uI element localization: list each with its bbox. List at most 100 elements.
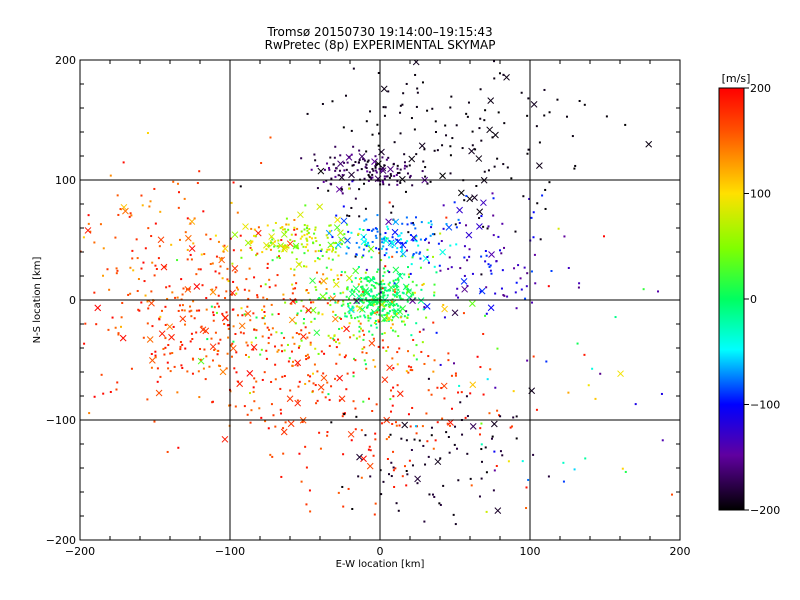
data-point bbox=[255, 316, 258, 319]
data-point bbox=[219, 365, 222, 368]
data-point bbox=[370, 290, 373, 293]
data-point-x bbox=[409, 297, 416, 305]
data-point bbox=[367, 316, 370, 319]
data-point bbox=[389, 433, 392, 436]
data-point bbox=[272, 414, 275, 417]
data-point bbox=[439, 232, 442, 235]
data-point bbox=[483, 119, 486, 122]
data-point bbox=[392, 205, 395, 208]
data-point bbox=[314, 286, 317, 289]
data-point bbox=[502, 163, 505, 166]
data-point bbox=[386, 269, 389, 272]
data-point bbox=[369, 279, 372, 282]
data-point bbox=[416, 425, 419, 428]
data-point bbox=[339, 292, 342, 295]
data-point-x bbox=[469, 423, 477, 430]
data-point bbox=[293, 240, 296, 243]
data-point bbox=[219, 265, 222, 268]
data-point bbox=[304, 326, 307, 329]
data-point bbox=[450, 374, 453, 377]
data-point bbox=[309, 375, 312, 378]
data-point bbox=[442, 227, 445, 230]
data-point bbox=[371, 409, 374, 412]
data-point bbox=[398, 234, 401, 237]
data-point bbox=[365, 166, 368, 169]
data-point-x bbox=[396, 390, 404, 398]
data-point bbox=[373, 303, 376, 306]
data-point bbox=[382, 480, 385, 483]
data-point bbox=[525, 486, 528, 489]
data-point bbox=[576, 342, 579, 345]
data-point bbox=[166, 297, 169, 300]
data-point bbox=[405, 439, 408, 442]
data-point bbox=[465, 194, 468, 197]
data-point bbox=[342, 205, 345, 208]
data-point-x bbox=[229, 344, 237, 352]
data-point bbox=[365, 218, 368, 221]
data-point-x bbox=[294, 359, 302, 367]
data-point bbox=[372, 337, 375, 340]
data-point bbox=[343, 413, 346, 416]
data-point bbox=[217, 364, 220, 367]
data-point bbox=[179, 348, 182, 351]
data-point bbox=[287, 228, 290, 231]
data-point bbox=[406, 285, 409, 288]
data-point bbox=[463, 256, 466, 259]
data-point bbox=[352, 371, 355, 374]
data-point-x bbox=[246, 370, 254, 377]
data-point bbox=[154, 222, 157, 225]
data-point bbox=[68, 243, 70, 245]
data-point bbox=[362, 248, 365, 251]
data-point bbox=[375, 403, 378, 406]
data-point bbox=[436, 421, 439, 424]
data-point bbox=[326, 162, 329, 165]
data-point bbox=[371, 133, 374, 136]
data-point bbox=[433, 294, 436, 297]
data-point bbox=[212, 314, 215, 317]
data-point bbox=[367, 314, 370, 317]
data-point bbox=[367, 179, 370, 182]
data-point bbox=[140, 194, 143, 197]
data-point bbox=[584, 457, 587, 460]
data-point bbox=[360, 300, 363, 303]
data-point bbox=[303, 318, 306, 321]
data-point bbox=[201, 284, 204, 287]
data-point bbox=[289, 238, 292, 241]
data-point bbox=[467, 101, 470, 104]
data-point-x bbox=[392, 266, 400, 274]
data-point bbox=[361, 256, 364, 259]
data-point bbox=[461, 433, 464, 436]
data-point bbox=[395, 421, 398, 424]
data-point bbox=[403, 167, 406, 170]
data-point bbox=[288, 357, 291, 360]
data-point bbox=[267, 342, 270, 345]
x-tick-label: 200 bbox=[670, 545, 691, 558]
data-point bbox=[151, 325, 154, 328]
data-point bbox=[401, 298, 404, 301]
data-point-x bbox=[367, 245, 375, 253]
data-point-x bbox=[221, 435, 229, 443]
data-point bbox=[492, 214, 495, 217]
data-point bbox=[338, 353, 341, 356]
data-point bbox=[320, 350, 323, 353]
data-point bbox=[374, 281, 377, 284]
data-point bbox=[114, 326, 117, 329]
data-point-x bbox=[465, 231, 473, 239]
data-point bbox=[274, 345, 277, 348]
data-point bbox=[414, 239, 417, 242]
data-point bbox=[267, 336, 270, 339]
data-point bbox=[380, 259, 383, 262]
data-point bbox=[361, 329, 364, 332]
data-point bbox=[120, 316, 123, 319]
data-point bbox=[515, 13, 517, 15]
data-point bbox=[114, 236, 117, 239]
data-point bbox=[522, 195, 525, 198]
data-point bbox=[252, 386, 255, 389]
data-point bbox=[156, 367, 159, 370]
data-point bbox=[282, 228, 285, 231]
data-point bbox=[293, 268, 296, 271]
data-point-x bbox=[209, 343, 217, 351]
data-point bbox=[471, 272, 474, 275]
data-point bbox=[383, 254, 386, 257]
data-point-x bbox=[340, 217, 348, 225]
